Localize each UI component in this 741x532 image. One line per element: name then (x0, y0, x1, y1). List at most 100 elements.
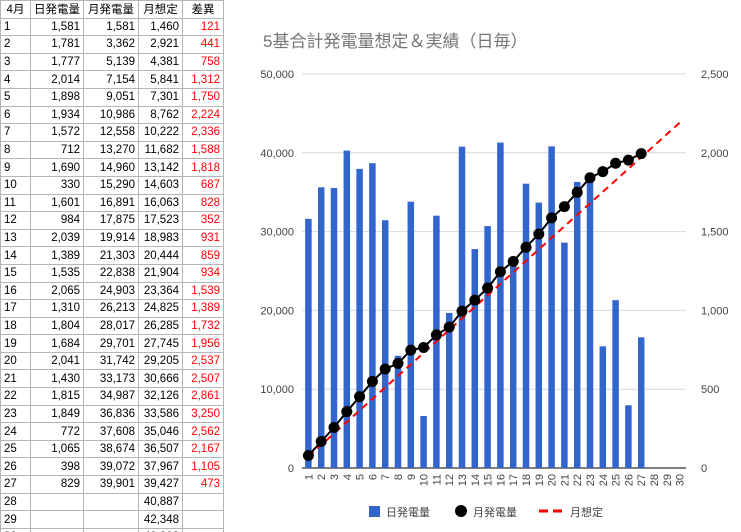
cell-diff[interactable]: 352 (182, 211, 224, 230)
cell-plan[interactable]: 11,682 (138, 140, 183, 160)
cell-monthly[interactable]: 39,072 (83, 457, 139, 477)
cell-diff[interactable]: 2,537 (182, 351, 224, 371)
cell-diff[interactable]: 934 (182, 263, 224, 283)
cell-plan[interactable]: 40,887 (138, 492, 183, 512)
cell-diff[interactable]: 1,312 (182, 70, 224, 89)
cell-plan[interactable]: 21,904 (138, 263, 183, 283)
cell-diff[interactable]: 1,750 (182, 87, 224, 107)
cell-day[interactable]: 5 (0, 87, 31, 107)
cell-day[interactable]: 28 (0, 492, 31, 512)
cell-day[interactable]: 9 (0, 158, 31, 177)
cell-day[interactable]: 8 (0, 140, 31, 160)
cell-plan[interactable]: 13,142 (138, 158, 183, 177)
cell-monthly[interactable]: 14,960 (83, 158, 139, 177)
cell-monthly[interactable]: 15,290 (83, 175, 139, 195)
cell-diff[interactable]: 2,336 (182, 123, 224, 142)
cell-daily[interactable]: 1,781 (30, 35, 84, 54)
cell-diff[interactable]: 1,389 (182, 299, 224, 318)
cell-daily[interactable]: 1,310 (30, 299, 84, 318)
cell-diff[interactable]: 2,861 (182, 387, 224, 406)
cell-diff[interactable]: 2,224 (182, 105, 224, 125)
cell-daily[interactable]: 398 (30, 457, 84, 477)
cell-monthly[interactable] (83, 510, 139, 529)
cell-monthly[interactable]: 1,581 (83, 17, 139, 37)
cell-monthly[interactable]: 26,213 (83, 299, 139, 318)
cell-day[interactable]: 16 (0, 281, 31, 301)
cell-plan[interactable]: 2,921 (138, 35, 183, 54)
cell-monthly[interactable]: 21,303 (83, 246, 139, 265)
cell-day[interactable]: 20 (0, 351, 31, 371)
cell-diff[interactable]: 1,956 (182, 334, 224, 353)
cell-day[interactable]: 11 (0, 193, 31, 213)
cell-monthly[interactable]: 34,987 (83, 387, 139, 406)
cell-daily[interactable] (30, 510, 84, 529)
cell-monthly[interactable]: 38,674 (83, 439, 139, 459)
cell-diff[interactable]: 473 (182, 475, 224, 494)
cell-diff[interactable] (182, 492, 224, 512)
cell-plan[interactable]: 20,444 (138, 246, 183, 265)
cell-daily[interactable]: 1,849 (30, 404, 84, 424)
cell-plan[interactable]: 43,808 (138, 527, 183, 532)
header-cell-diff[interactable]: 差異 (182, 0, 224, 19)
cell-day[interactable]: 29 (0, 510, 31, 529)
cell-day[interactable]: 15 (0, 263, 31, 283)
cell-diff[interactable] (182, 510, 224, 529)
cell-plan[interactable]: 33,586 (138, 404, 183, 424)
cell-plan[interactable]: 42,348 (138, 510, 183, 529)
cell-day[interactable]: 2 (0, 35, 31, 54)
cell-day[interactable]: 14 (0, 246, 31, 265)
cell-plan[interactable]: 32,126 (138, 387, 183, 406)
cell-plan[interactable]: 7,301 (138, 87, 183, 107)
cell-diff[interactable]: 2,507 (182, 369, 224, 389)
cell-daily[interactable]: 984 (30, 211, 84, 230)
cell-day[interactable]: 30 (0, 527, 31, 532)
cell-plan[interactable]: 27,745 (138, 334, 183, 353)
cell-plan[interactable]: 16,063 (138, 193, 183, 213)
cell-diff[interactable]: 687 (182, 175, 224, 195)
cell-monthly[interactable]: 36,836 (83, 404, 139, 424)
cell-diff[interactable]: 1,588 (182, 140, 224, 160)
cell-monthly[interactable]: 12,558 (83, 123, 139, 142)
cell-day[interactable]: 10 (0, 175, 31, 195)
cell-daily[interactable]: 1,065 (30, 439, 84, 459)
cell-diff[interactable]: 758 (182, 52, 224, 72)
cell-day[interactable]: 13 (0, 228, 31, 248)
cell-daily[interactable]: 1,581 (30, 17, 84, 37)
cell-plan[interactable]: 10,222 (138, 123, 183, 142)
cell-plan[interactable]: 1,460 (138, 17, 183, 37)
cell-monthly[interactable]: 10,986 (83, 105, 139, 125)
cell-day[interactable]: 1 (0, 17, 31, 37)
cell-monthly[interactable]: 29,701 (83, 334, 139, 353)
cell-daily[interactable] (30, 492, 84, 512)
cell-daily[interactable]: 1,898 (30, 87, 84, 107)
cell-plan[interactable]: 8,762 (138, 105, 183, 125)
cell-diff[interactable]: 1,105 (182, 457, 224, 477)
cell-plan[interactable]: 14,603 (138, 175, 183, 195)
cell-daily[interactable]: 330 (30, 175, 84, 195)
cell-day[interactable]: 23 (0, 404, 31, 424)
header-cell-month[interactable]: 4月 (0, 0, 31, 19)
cell-daily[interactable]: 2,065 (30, 281, 84, 301)
header-cell-daily[interactable]: 日発電量 (30, 0, 84, 19)
cell-day[interactable]: 12 (0, 211, 31, 230)
cell-daily[interactable]: 829 (30, 475, 84, 494)
cell-monthly[interactable]: 31,742 (83, 351, 139, 371)
cell-monthly[interactable]: 22,838 (83, 263, 139, 283)
cell-plan[interactable]: 5,841 (138, 70, 183, 89)
cell-monthly[interactable]: 28,017 (83, 316, 139, 336)
cell-daily[interactable]: 1,389 (30, 246, 84, 265)
cell-day[interactable]: 3 (0, 52, 31, 72)
cell-monthly[interactable]: 16,891 (83, 193, 139, 213)
cell-daily[interactable]: 2,014 (30, 70, 84, 89)
cell-day[interactable]: 19 (0, 334, 31, 353)
cell-daily[interactable]: 1,777 (30, 52, 84, 72)
cell-daily[interactable]: 1,601 (30, 193, 84, 213)
cell-plan[interactable]: 30,666 (138, 369, 183, 389)
cell-day[interactable]: 21 (0, 369, 31, 389)
cell-plan[interactable]: 39,427 (138, 475, 183, 494)
cell-daily[interactable]: 772 (30, 422, 84, 441)
cell-day[interactable]: 25 (0, 439, 31, 459)
cell-day[interactable]: 18 (0, 316, 31, 336)
cell-monthly[interactable]: 9,051 (83, 87, 139, 107)
cell-monthly[interactable] (83, 492, 139, 512)
